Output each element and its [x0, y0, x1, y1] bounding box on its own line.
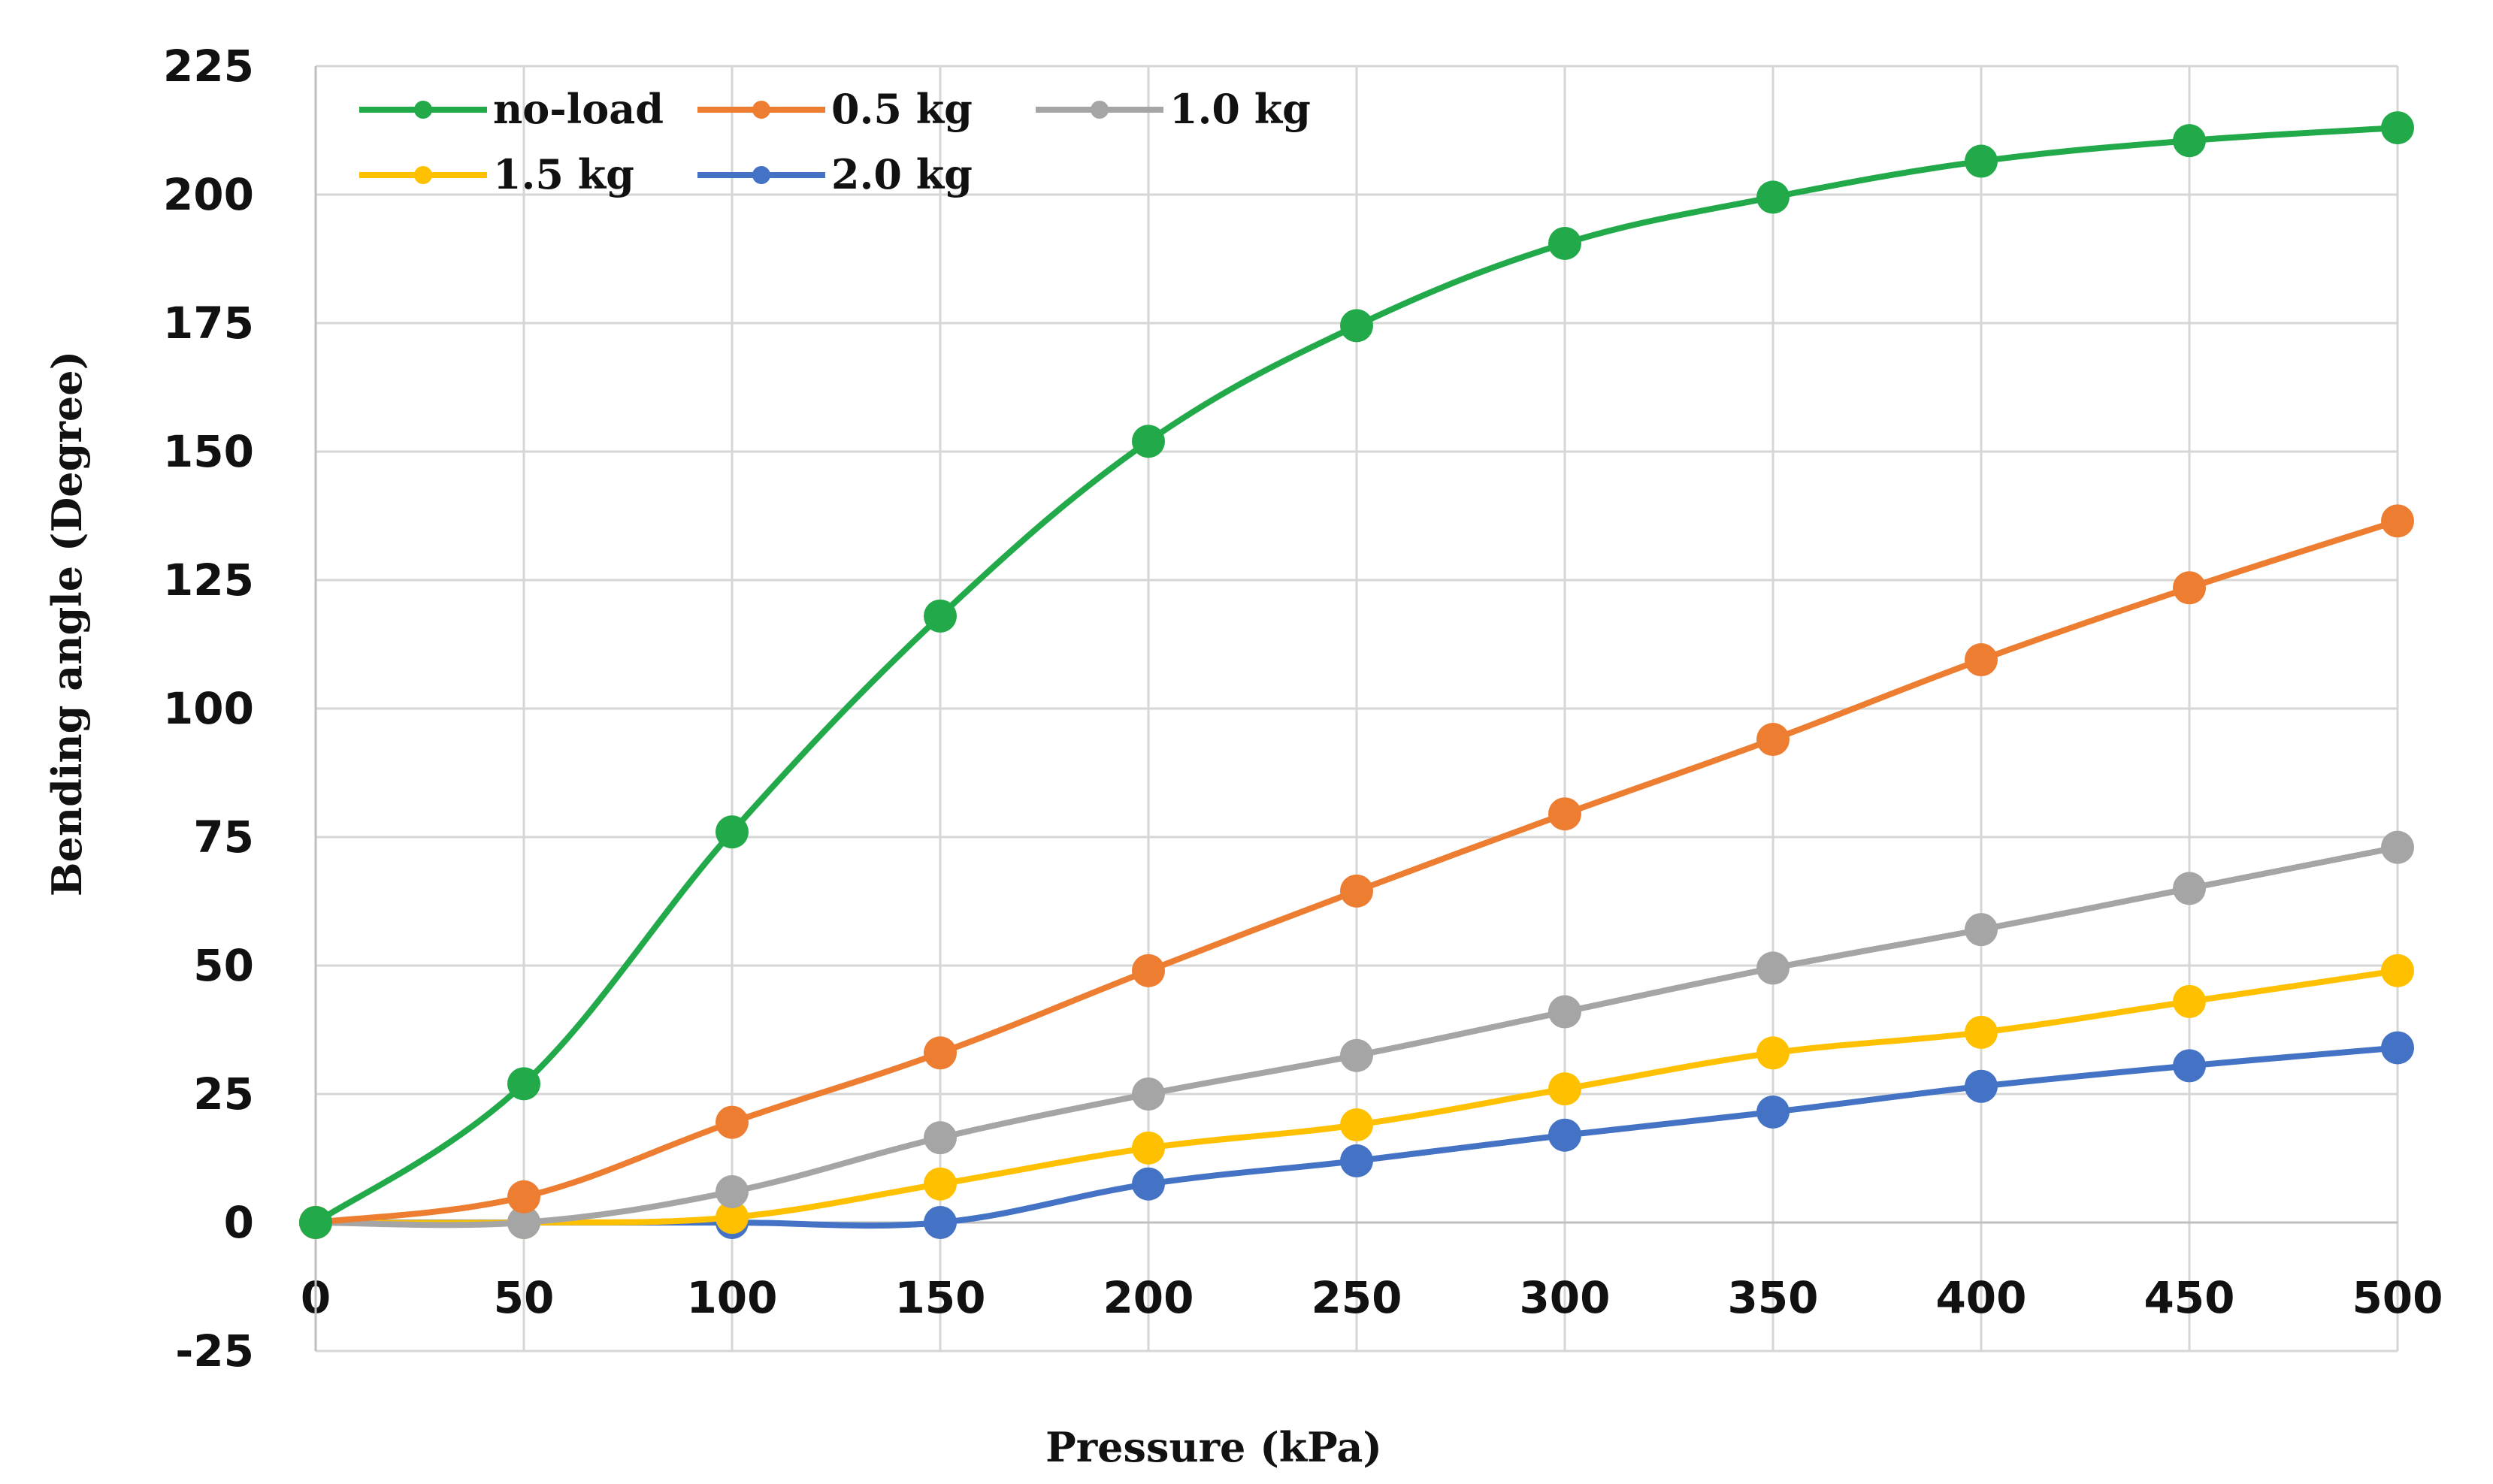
- y-tick-label: 125: [163, 555, 254, 606]
- x-tick-label: 150: [894, 1272, 985, 1323]
- data-point: [2173, 571, 2206, 605]
- data-point: [1965, 643, 1998, 677]
- legend-entry-1-5-kg: 1.5 kg: [359, 150, 634, 198]
- data-point: [2381, 954, 2414, 987]
- data-point: [1340, 1108, 1373, 1142]
- data-point: [2173, 1049, 2206, 1083]
- data-point: [716, 1174, 749, 1208]
- data-point: [1548, 226, 1581, 260]
- legend-swatch-marker: [752, 166, 770, 184]
- legend-label: no-load: [493, 85, 664, 133]
- data-point: [507, 1180, 540, 1213]
- x-tick-label: 400: [1935, 1272, 2026, 1323]
- x-tick-label: 50: [494, 1272, 555, 1323]
- data-point: [1548, 1118, 1581, 1152]
- y-tick-label: 175: [163, 298, 254, 349]
- legend-label: 1.5 kg: [493, 150, 634, 198]
- y-tick-label: 50: [193, 940, 254, 991]
- data-point: [1756, 723, 1790, 757]
- data-point: [1340, 309, 1373, 343]
- y-tick-label: 75: [193, 812, 254, 863]
- data-point: [1756, 180, 1790, 214]
- x-tick-label: 300: [1519, 1272, 1610, 1323]
- data-point: [2381, 111, 2414, 145]
- data-point: [1965, 913, 1998, 947]
- legend-swatch-marker: [752, 101, 770, 119]
- data-point: [2381, 830, 2414, 864]
- data-point: [716, 815, 749, 849]
- series-layer: [299, 111, 2414, 1239]
- y-tick-label: 25: [193, 1068, 254, 1120]
- legend-swatch-marker: [1091, 101, 1109, 119]
- data-point: [924, 1036, 957, 1070]
- data-point: [507, 1206, 540, 1239]
- x-tick-label: 100: [686, 1272, 777, 1323]
- data-point: [924, 599, 957, 633]
- data-point: [1756, 1095, 1790, 1129]
- legend-entry-no-load: no-load: [359, 85, 664, 133]
- data-point: [1132, 1077, 1165, 1111]
- data-point: [1756, 1036, 1790, 1070]
- data-point: [1548, 995, 1581, 1029]
- data-point: [1965, 144, 1998, 178]
- data-point: [1132, 1131, 1165, 1165]
- data-point: [1340, 1144, 1373, 1177]
- data-point: [716, 1105, 749, 1139]
- data-point: [1132, 1167, 1165, 1201]
- data-point: [2173, 984, 2206, 1018]
- data-point: [1340, 874, 1373, 908]
- data-point: [1756, 951, 1790, 985]
- y-tick-label: 100: [163, 683, 254, 734]
- data-point: [2173, 124, 2206, 158]
- legend-label: 2.0 kg: [831, 150, 973, 198]
- x-tick-label: 200: [1103, 1272, 1194, 1323]
- legend-swatch-marker: [414, 166, 432, 184]
- data-point: [1965, 1069, 1998, 1103]
- x-tick-label: 350: [1727, 1272, 1818, 1323]
- data-point: [2381, 1031, 2414, 1065]
- y-tick-label: 225: [163, 41, 254, 92]
- x-tick-label: 250: [1311, 1272, 1402, 1323]
- series-1-0-kg: [299, 830, 2414, 1239]
- legend: no-load 0.5 kg 1.0 kg 1.5 kg 2.0 kg: [359, 85, 1311, 198]
- legend-label: 0.5 kg: [831, 85, 973, 133]
- series-0-5-kg: [299, 504, 2414, 1239]
- legend-label: 1.0 kg: [1169, 85, 1311, 133]
- data-point: [1132, 425, 1165, 458]
- legend-entry-2-0-kg: 2.0 kg: [697, 150, 973, 198]
- data-point: [1340, 1038, 1373, 1072]
- data-point: [1132, 954, 1165, 987]
- data-point: [924, 1206, 957, 1239]
- x-tick-label: 500: [2352, 1272, 2443, 1323]
- x-axis-title: Pressure (kPa): [1045, 1423, 1382, 1471]
- data-point: [299, 1206, 332, 1239]
- y-tick-label: 0: [224, 1197, 254, 1248]
- y-axis-title: Bending angle (Degree): [43, 351, 91, 896]
- data-point: [1965, 1015, 1998, 1049]
- series-no-load: [299, 111, 2414, 1239]
- data-point: [716, 1201, 749, 1235]
- legend-entry-0-5-kg: 0.5 kg: [697, 85, 973, 133]
- data-point: [2381, 504, 2414, 538]
- y-tick-label: -25: [175, 1325, 254, 1377]
- x-tick-label: 450: [2144, 1272, 2234, 1323]
- data-point: [924, 1167, 957, 1201]
- data-point: [2173, 872, 2206, 905]
- data-point: [1548, 1072, 1581, 1106]
- data-point: [924, 1121, 957, 1155]
- data-point: [1548, 797, 1581, 831]
- data-point: [507, 1067, 540, 1101]
- legend-swatch-marker: [414, 101, 432, 119]
- legend-entry-1-0-kg: 1.0 kg: [1036, 85, 1311, 133]
- y-tick-label: 150: [163, 426, 254, 477]
- y-tick-label: 200: [163, 169, 254, 220]
- series-line: [313, 125, 2401, 1226]
